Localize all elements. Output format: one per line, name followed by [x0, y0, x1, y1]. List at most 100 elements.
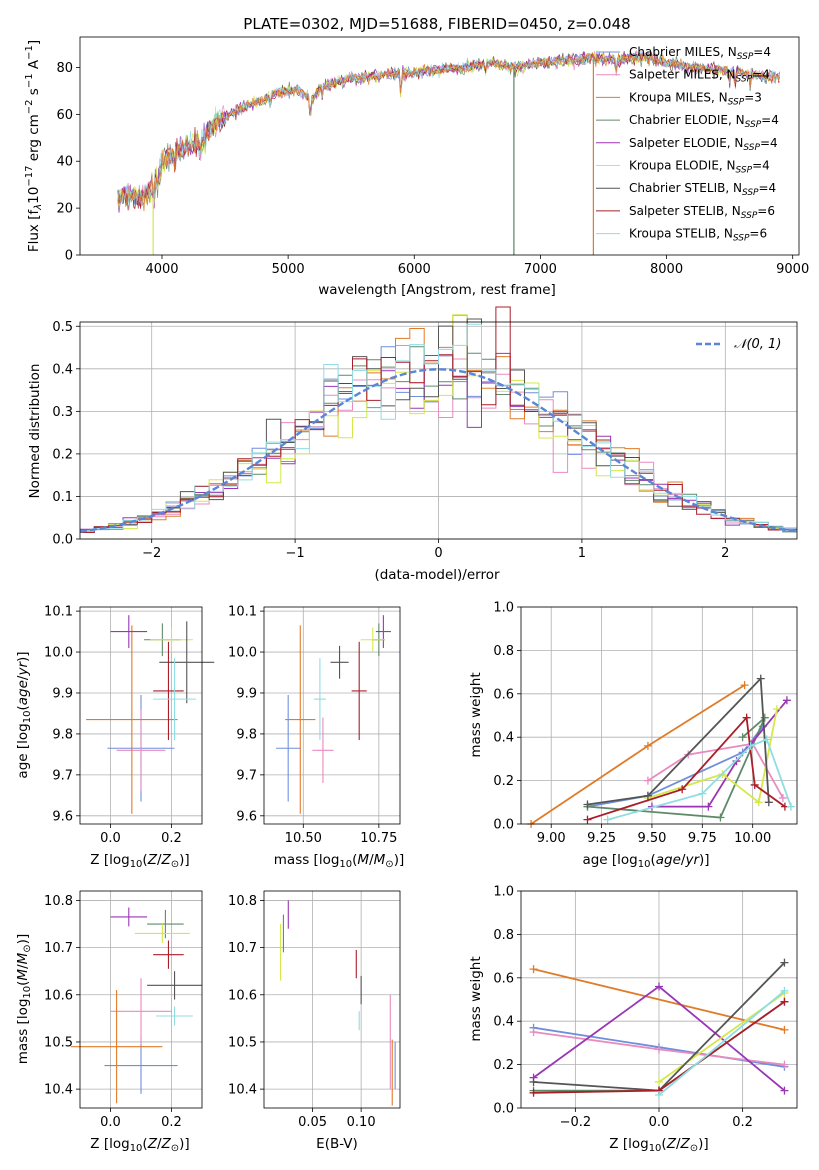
- y-tick-label: 10.4: [44, 1083, 73, 1098]
- y-tick-label: 0.2: [52, 447, 73, 462]
- y-tick-label: 0.4: [52, 362, 73, 377]
- normal-legend-label: 𝒩(0, 1): [734, 337, 781, 352]
- weight-marker-4-2: [780, 1086, 789, 1095]
- y-tick-label: 0.1: [52, 490, 73, 505]
- legend-label-8: Kroupa STELIB, NSSP=6: [629, 227, 767, 244]
- legend-label-main: Salpeter STELIB, N: [629, 204, 741, 218]
- y-tick-label: 0.4: [493, 1015, 514, 1030]
- legend-label-sub: SSP: [733, 234, 750, 244]
- spectrum-y-label: Flux [fλ10−17 erg cm−2 s−1 A−1]: [24, 40, 44, 252]
- weight-marker-8-0: [603, 815, 612, 824]
- weight-marker-6-2: [780, 958, 789, 967]
- residual-hist-8: [80, 323, 797, 532]
- residual-x-label: (data-model)/error: [374, 567, 500, 583]
- weight-line-2: [533, 968, 785, 1031]
- y-tick-label: 10.6: [228, 988, 257, 1003]
- weight-marker-6-1: [643, 791, 652, 800]
- normal-curve: [79, 368, 798, 533]
- y-tick-label: 10.1: [228, 605, 257, 620]
- x-tick-label: 2: [721, 546, 729, 561]
- x-tick-label: 6000: [398, 262, 431, 277]
- y-tick-label: 0.5: [52, 320, 73, 335]
- y-tick-label: 10.5: [44, 1035, 73, 1050]
- spectrum-line-8: [117, 49, 781, 210]
- weight-marker-8-2: [746, 741, 755, 750]
- weight-marker-7-0: [529, 1088, 538, 1097]
- x-tick-label: 0: [434, 546, 442, 561]
- y-tick-label: 9.8: [236, 727, 257, 742]
- weight-marker-2-2: [740, 681, 749, 690]
- x-tick-label: 1: [578, 546, 586, 561]
- weight-marker-6-3: [764, 798, 773, 807]
- weight-vs-z-panel: −0.2 0.0 0.2 0.0 0.2 0.4 0.6 0.8 1.0 Z [log10(Z/…: [468, 885, 798, 1154]
- weight-marker-1-0: [529, 1028, 538, 1037]
- weight-marker-7-0: [583, 815, 592, 824]
- y-tick-label: 40: [56, 155, 73, 170]
- y-tick-label: 10.7: [44, 941, 73, 956]
- y-tick-label: 0.0: [493, 1102, 514, 1117]
- y-tick-label: 1.0: [493, 885, 514, 900]
- weight-marker-5-3: [772, 704, 781, 713]
- legend-label-main: Salpeter ELODIE, N: [629, 136, 743, 150]
- y-tick-label: 1.0: [493, 601, 514, 616]
- weight-line-7: [587, 715, 786, 821]
- y-tick-label: 9.7: [236, 768, 257, 783]
- legend-label-sub: SSP: [728, 97, 745, 107]
- x-tick-label: −2: [142, 546, 161, 561]
- age-vs-z-panel: 0.0 0.2 9.6 9.7 9.8 9.9 10.0 10.1 Z [log10(Z/Z⊙…: [15, 605, 215, 870]
- legend-label-main: Chabrier MILES, N: [629, 45, 737, 59]
- weight-marker-6-0: [529, 1077, 538, 1086]
- y-tick-label: 0.0: [493, 818, 514, 833]
- weight-marker-3-3: [738, 733, 747, 742]
- figure-title: PLATE=0302, MJD=51688, FIBERID=0450, z=0…: [243, 15, 630, 33]
- y-tick-label: 10.7: [228, 941, 257, 956]
- legend-label-1: Salpeter MILES, NSSP=4: [629, 68, 770, 85]
- x-tick-label: 9.50: [637, 831, 666, 846]
- x-tick-label: −0.2: [560, 1115, 592, 1130]
- weight-line-1: [647, 742, 784, 799]
- weight-line-8: [658, 990, 786, 1096]
- legend-label-sub: SSP: [743, 143, 760, 153]
- legend-label-main: Salpeter MILES, N: [629, 68, 736, 82]
- y-tick-label: 9.6: [236, 809, 257, 824]
- axes-frame: [79, 321, 798, 540]
- x-tick-label: 0.2: [161, 1115, 182, 1130]
- weight-age-y-label: mass weight: [468, 672, 484, 757]
- axes-frame: [79, 890, 203, 1109]
- age-y-label: age [log10(age/yr)]: [15, 651, 33, 778]
- weight-marker-8-4: [786, 802, 795, 811]
- legend-label-tail: =6: [757, 204, 775, 218]
- x-tick-label: 10.75: [360, 831, 397, 846]
- y-tick-label: 9.8: [52, 727, 73, 742]
- mass-vs-ebv-panel: 0.05 0.10 10.4 10.5 10.6 10.7 10.8 E(B-V): [228, 890, 401, 1152]
- y-tick-label: 10.5: [228, 1035, 257, 1050]
- weight-marker-5-2: [754, 798, 763, 807]
- age-vs-mass-panel: 10.50 10.75 9.6 9.7 9.8 9.9 10.0 10.1 mass [log…: [228, 605, 404, 870]
- weight-marker-8-0: [655, 1090, 663, 1099]
- weight-marker-7-2: [742, 713, 751, 722]
- weight-marker-1-3: [778, 793, 787, 802]
- weight-vs-age-panel: 9.00 9.25 9.50 9.75 10.000.00.20.40.60.81.0 …: [468, 601, 798, 870]
- y-tick-label: 10.4: [228, 1083, 257, 1098]
- x-tick-label: 0.2: [161, 831, 182, 846]
- x-tick-label: 9.25: [587, 831, 616, 846]
- weight-age-x-label: age [log10(age/yr)]: [582, 852, 709, 870]
- weight-marker-7-3: [750, 780, 759, 789]
- weight-marker-1-0: [643, 776, 652, 785]
- y-tick-label: 60: [56, 108, 73, 123]
- legend-label-5: Kroupa ELODIE, NSSP=4: [629, 159, 770, 176]
- y-tick-label: 0.2: [493, 774, 514, 789]
- legend-label-3: Chabrier ELODIE, NSSP=4: [629, 113, 779, 130]
- mass-y-label: mass [log10(M/M⊙)]: [15, 934, 33, 1064]
- legend-label-tail: =4: [759, 181, 777, 195]
- weight-marker-2-1: [780, 1025, 789, 1034]
- weight-z-y-label: mass weight: [468, 956, 484, 1041]
- weight-marker-8-1: [698, 789, 707, 798]
- x-tick-label: 0.05: [298, 1115, 327, 1130]
- x-tick-label: 7000: [524, 262, 557, 277]
- legend-label-2: Kroupa MILES, NSSP=3: [629, 90, 762, 107]
- legend-label-6: Chabrier STELIB, NSSP=4: [629, 181, 776, 198]
- weight-line-3: [587, 717, 766, 819]
- legend-label-sub: SSP: [736, 75, 753, 85]
- weight-marker-3-2: [760, 713, 769, 722]
